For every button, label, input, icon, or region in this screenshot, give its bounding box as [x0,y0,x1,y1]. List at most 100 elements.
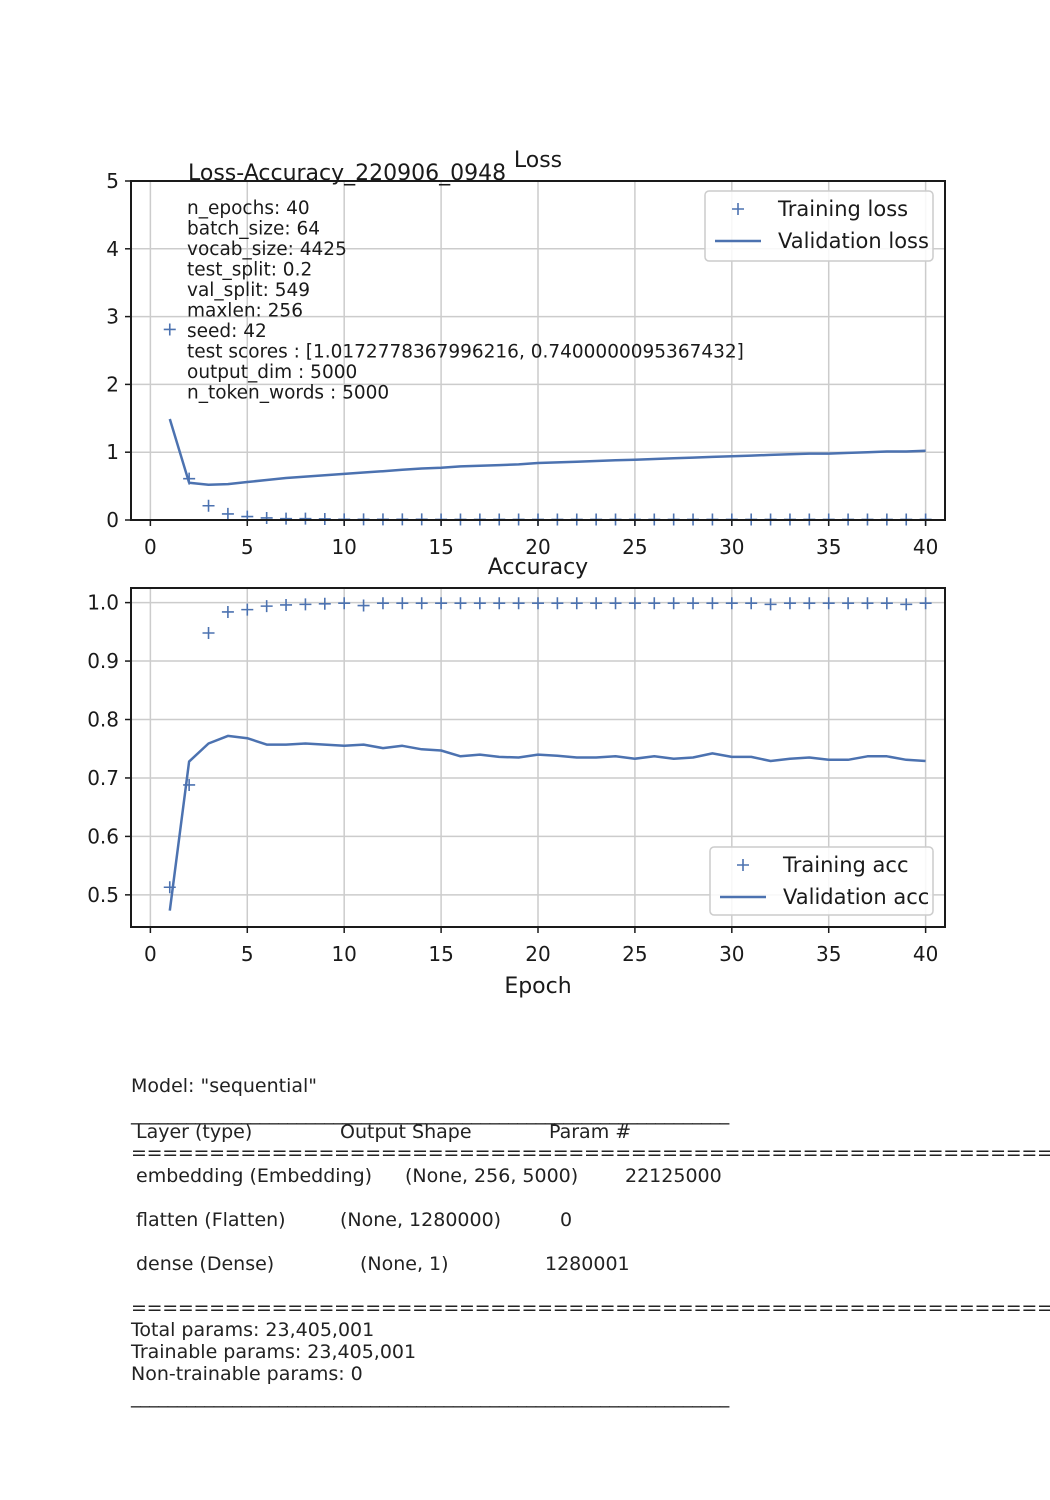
header-layer-type: Layer (type) [136,1121,253,1143]
summary-rule-top: ________________________________________… [131,1103,730,1125]
data-point-training-acc [376,597,389,610]
x-tick-label: 40 [913,535,938,559]
row-embedding-layer: embedding (Embedding) [136,1165,373,1187]
data-point-training-acc [706,597,719,610]
data-point-training-acc [493,597,506,610]
x-tick-label: 0 [144,535,157,559]
row-flatten-shape: (None, 1280000) [340,1209,502,1231]
data-point-training-acc [822,597,835,610]
data-point-training-acc [551,597,564,610]
data-point-training-acc [900,598,913,611]
data-point-training-acc [512,597,525,610]
total-params: Total params: 23,405,001 [131,1319,375,1341]
y-tick-label: 0.5 [87,883,119,907]
x-tick-label: 15 [428,535,453,559]
summary-rule-bottom: ________________________________________… [131,1386,730,1408]
data-point-training-acc [648,597,661,610]
data-point-training-acc [299,598,312,611]
data-point-training-acc [803,597,816,610]
legend-box [704,190,934,262]
row-dense-params: 1280001 [545,1253,630,1275]
loss-chart: 0 5 10 15 20 25 30 35 40 0 1 2 3 4 5 Loss Training loss V… [106,148,946,559]
data-point-training-acc [532,597,544,610]
y-tick-label: 0.9 [87,649,119,673]
chart-title: Loss [514,148,562,173]
header-output-shape: Output Shape [340,1121,472,1143]
y-tick-label: 5 [106,169,119,193]
trainable-params: Trainable params: 23,405,001 [131,1341,417,1363]
y-tick-label: 0.7 [87,766,119,790]
row-dense-shape: (None, 1) [360,1253,449,1275]
x-tick-label: 20 [525,942,550,966]
non-trainable-params: Non-trainable params: 0 [131,1363,363,1385]
data-point-training-acc [861,597,874,610]
x-tick-label: 40 [913,942,938,966]
info-line: n_epochs: 40 [187,198,310,219]
data-point-training-acc [454,597,467,610]
x-axis-label: Epoch [504,974,571,999]
x-tick-label: 5 [241,942,254,966]
info-line: output_dim : 5000 [187,362,357,383]
loss-accuracy-figure: 0 5 10 15 20 25 30 35 40 0 1 2 3 4 5 Loss Training loss V… [87,148,946,999]
info-line: test scores : [1.0172778367996216, 0.740… [187,342,744,363]
y-tick-label: 0 [106,508,119,532]
data-point-training-acc [396,597,409,610]
data-point-training-acc [241,603,254,616]
data-point-training-acc [880,597,893,610]
summary-rule-equals-bottom: ========================================… [131,1297,1050,1319]
data-point-training-acc [725,597,738,610]
info-line: n_token_words : 5000 [187,383,389,404]
info-line: batch_size: 64 [187,219,320,240]
x-tick-label: 25 [622,535,647,559]
data-point-training-acc [628,597,641,610]
info-line: val_split: 549 [187,280,310,301]
series-line-validation-loss [168,418,926,486]
info-line: test_split: 0.2 [187,260,312,281]
x-tick-label: 10 [331,535,356,559]
series-line-validation-acc [168,734,926,911]
data-point-training-loss [280,512,293,525]
data-point-training-acc [919,597,932,610]
accuracy-chart: 0 5 10 15 20 25 30 35 40 0.5 0.6 0.7 0.8 0.9 1.0 Accura… [87,555,946,999]
y-tick-label: 1 [106,440,119,464]
y-tick-label: 0.6 [87,824,119,848]
row-flatten-params: 0 [560,1209,573,1231]
data-point-training-acc [590,597,603,610]
x-tick-label: 5 [241,535,254,559]
x-tick-label: 30 [719,535,744,559]
x-tick-label: 25 [622,942,647,966]
row-embedding-params: 22125000 [625,1165,722,1187]
data-point-training-loss [221,507,234,520]
info-line: seed: 42 [187,321,267,342]
x-tick-label: 0 [144,942,157,966]
y-tick-label: 0.8 [87,708,119,732]
x-tick-label: 35 [816,942,841,966]
legend-plus-icon [737,859,749,871]
summary-rule-equals-top: ========================================… [131,1142,1050,1164]
data-point-training-acc [667,597,680,610]
model-summary-title: Model: "sequential" [131,1075,318,1097]
data-point-training-acc [842,597,855,610]
data-point-training-acc [435,597,448,610]
x-tick-label: 10 [331,942,356,966]
info-line: vocab_size: 4425 [187,239,347,260]
legend-label: Training acc [782,853,909,877]
legend-label: Training loss [777,197,908,221]
y-tick-label: 2 [106,372,119,396]
data-point-training-acc [221,605,234,618]
data-point-training-acc [318,597,331,610]
data-point-training-acc [357,599,370,612]
row-dense-layer: dense (Dense) [136,1253,275,1275]
data-point-training-loss [260,511,273,524]
y-tick-label: 1.0 [87,591,119,615]
data-point-training-loss [202,499,215,512]
header-param-count: Param # [549,1121,632,1143]
x-tick-label: 15 [428,942,453,966]
data-point-training-acc [609,597,622,610]
x-tick-label: 20 [525,535,550,559]
data-point-training-acc [260,600,273,613]
data-point-training-acc [415,597,428,610]
figure-title: Loss-Accuracy_220906_0948 [188,161,506,186]
data-point-training-acc [338,597,351,610]
